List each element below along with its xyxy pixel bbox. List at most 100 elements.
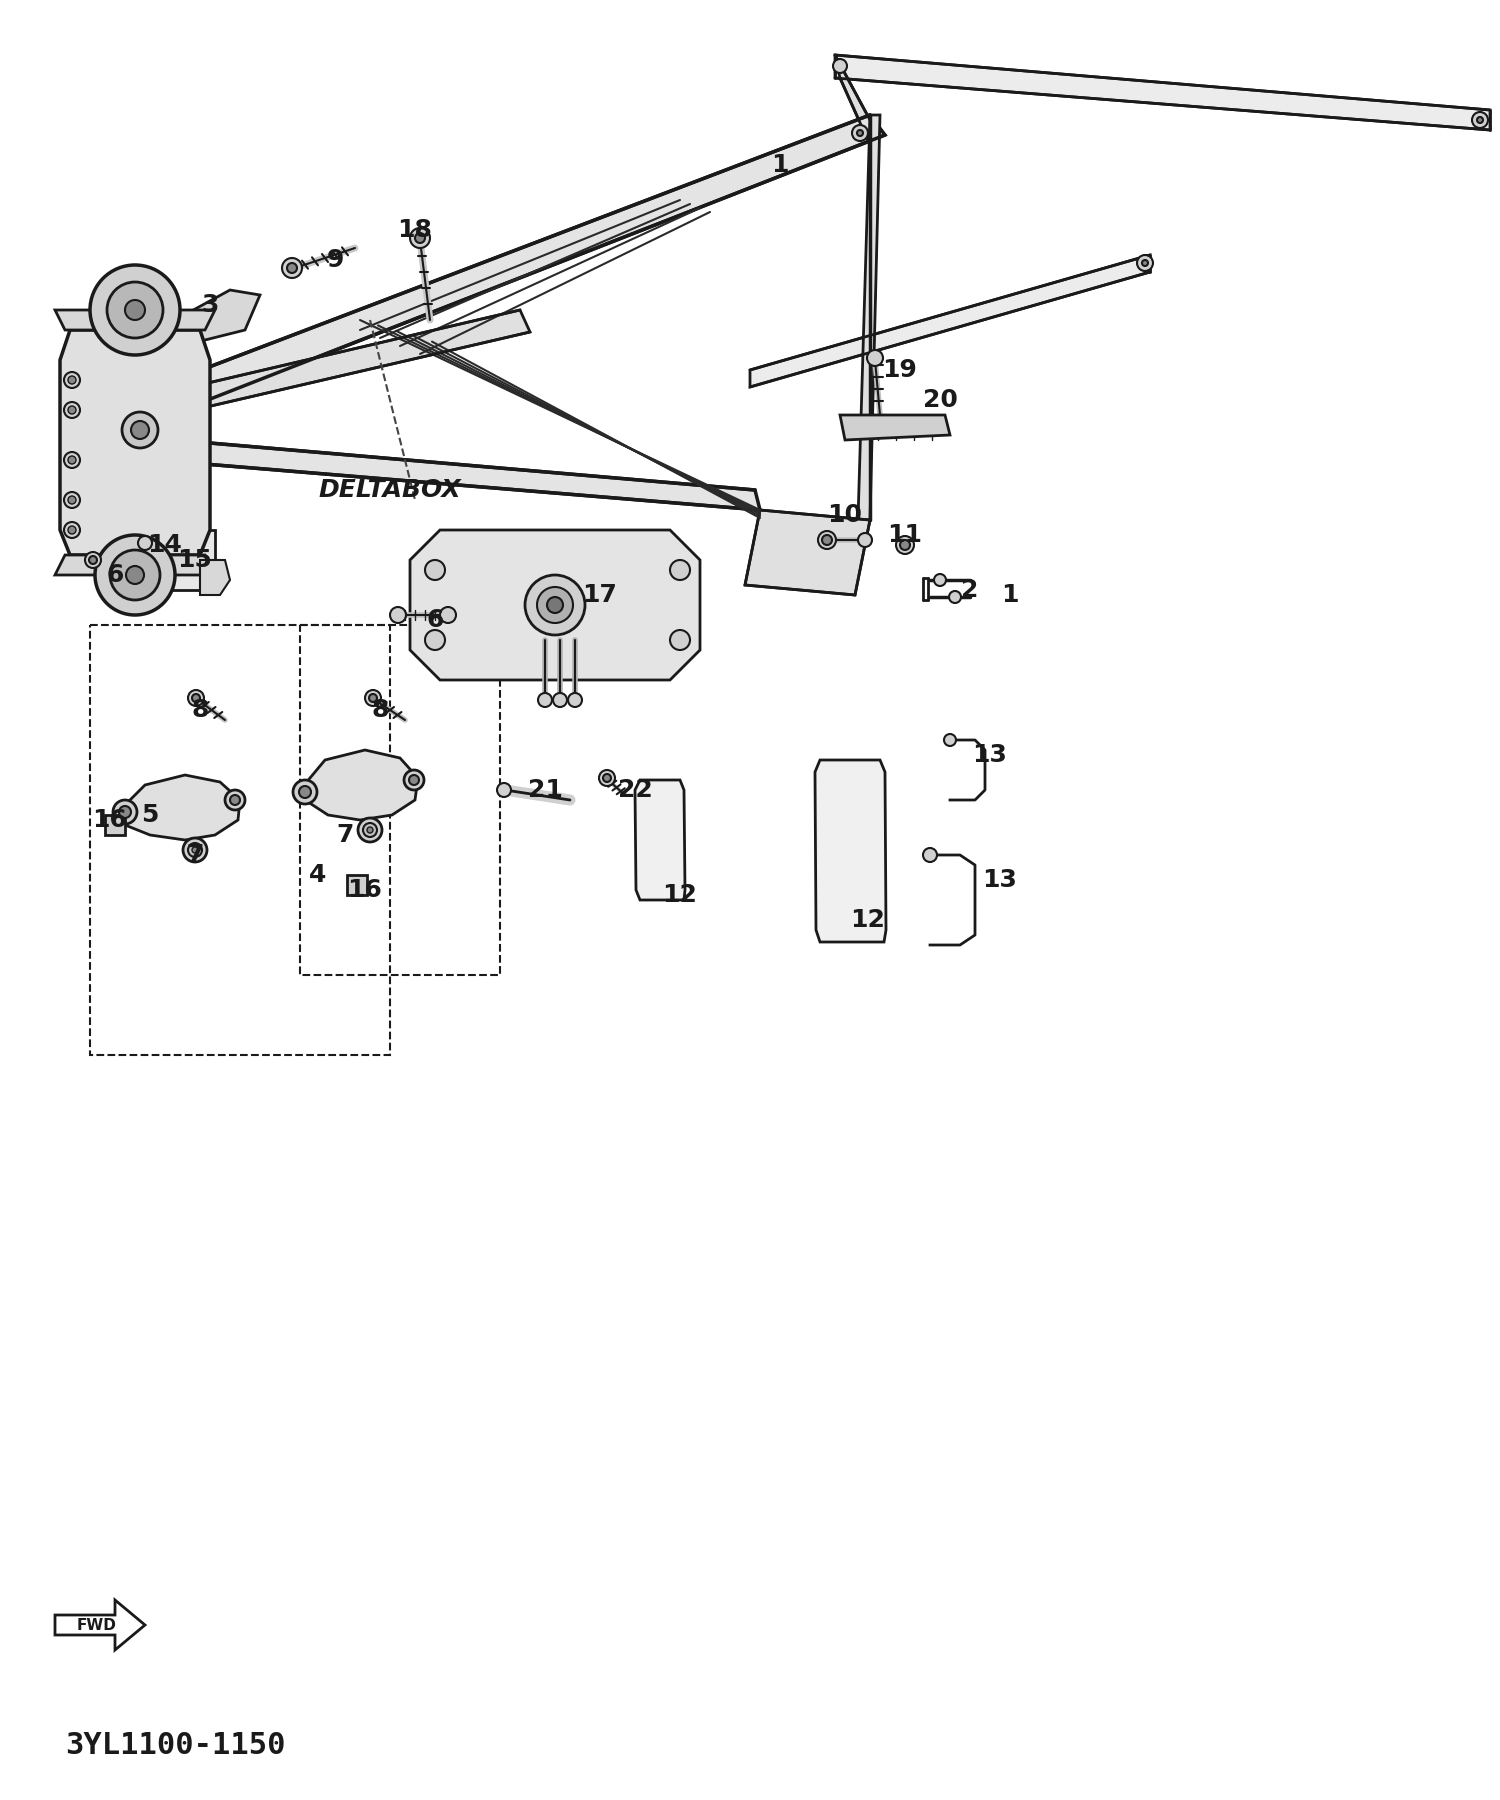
Polygon shape [56, 310, 214, 329]
Circle shape [1478, 117, 1484, 122]
Circle shape [68, 526, 76, 535]
Text: 13: 13 [972, 743, 1008, 767]
Circle shape [64, 452, 80, 468]
Circle shape [440, 607, 456, 623]
Text: 6: 6 [106, 563, 123, 587]
Circle shape [130, 421, 148, 439]
Circle shape [944, 734, 956, 745]
Circle shape [122, 412, 158, 448]
Text: FWD: FWD [76, 1618, 117, 1633]
Text: 6: 6 [426, 608, 444, 632]
Circle shape [68, 455, 76, 464]
Circle shape [368, 826, 374, 833]
Circle shape [598, 770, 615, 787]
Circle shape [225, 790, 245, 810]
Circle shape [124, 301, 146, 320]
Polygon shape [750, 256, 1150, 387]
Polygon shape [176, 290, 260, 346]
Circle shape [106, 283, 164, 338]
Circle shape [188, 842, 202, 857]
Text: 3YL1100-1150: 3YL1100-1150 [64, 1730, 285, 1760]
Circle shape [298, 787, 310, 797]
Circle shape [390, 607, 406, 623]
Polygon shape [60, 329, 210, 554]
Circle shape [183, 839, 207, 862]
Circle shape [833, 59, 848, 74]
Circle shape [94, 535, 176, 616]
Circle shape [192, 848, 198, 853]
Text: 9: 9 [327, 248, 344, 272]
Text: 4: 4 [309, 862, 327, 887]
Circle shape [404, 770, 424, 790]
Circle shape [192, 695, 200, 702]
Text: 12: 12 [663, 884, 698, 907]
Circle shape [525, 574, 585, 635]
Circle shape [88, 556, 98, 563]
Text: 3: 3 [201, 293, 219, 317]
Text: 10: 10 [828, 502, 862, 527]
Circle shape [110, 551, 160, 599]
Circle shape [950, 590, 962, 603]
Text: 21: 21 [528, 778, 562, 803]
Polygon shape [746, 509, 870, 596]
Circle shape [68, 376, 76, 383]
Text: 1: 1 [1002, 583, 1019, 607]
Circle shape [358, 817, 382, 842]
Circle shape [64, 401, 80, 418]
Polygon shape [836, 56, 870, 146]
Circle shape [90, 265, 180, 355]
Text: 8: 8 [372, 698, 388, 722]
Circle shape [900, 540, 910, 551]
Text: 7: 7 [186, 842, 204, 868]
Circle shape [822, 535, 833, 545]
Circle shape [568, 693, 582, 707]
Circle shape [896, 536, 914, 554]
Circle shape [369, 695, 376, 702]
Text: 17: 17 [582, 583, 618, 607]
Text: 15: 15 [177, 547, 213, 572]
Polygon shape [858, 115, 880, 520]
Circle shape [112, 799, 136, 824]
Circle shape [922, 848, 938, 862]
Circle shape [64, 522, 80, 538]
Text: 16: 16 [93, 808, 128, 832]
Polygon shape [840, 416, 950, 439]
Circle shape [548, 598, 562, 614]
Polygon shape [300, 751, 418, 821]
Circle shape [818, 531, 836, 549]
Circle shape [670, 560, 690, 580]
Text: 5: 5 [141, 803, 159, 826]
Polygon shape [154, 529, 214, 590]
Circle shape [118, 806, 130, 817]
Circle shape [68, 497, 76, 504]
Circle shape [286, 263, 297, 274]
Polygon shape [836, 56, 1490, 130]
Text: 18: 18 [398, 218, 432, 241]
Circle shape [410, 229, 430, 248]
Circle shape [538, 693, 552, 707]
Text: 14: 14 [147, 533, 183, 556]
Circle shape [1472, 112, 1488, 128]
Circle shape [603, 774, 610, 781]
Circle shape [934, 574, 946, 587]
Circle shape [867, 349, 883, 365]
Circle shape [230, 796, 240, 805]
Bar [300, 625, 500, 976]
Circle shape [64, 491, 80, 508]
Circle shape [537, 587, 573, 623]
Text: DELTABOX: DELTABOX [318, 479, 462, 502]
Circle shape [424, 630, 445, 650]
Text: 11: 11 [888, 524, 922, 547]
Circle shape [364, 689, 381, 706]
Polygon shape [634, 779, 686, 900]
Polygon shape [178, 310, 530, 412]
Text: 7: 7 [336, 823, 354, 848]
Circle shape [188, 689, 204, 706]
Text: 22: 22 [618, 778, 652, 803]
Text: 12: 12 [850, 907, 885, 932]
Text: 20: 20 [922, 389, 957, 412]
Text: 16: 16 [348, 878, 382, 902]
Text: 13: 13 [982, 868, 1017, 893]
Text: 1: 1 [771, 153, 789, 176]
Polygon shape [120, 776, 240, 841]
